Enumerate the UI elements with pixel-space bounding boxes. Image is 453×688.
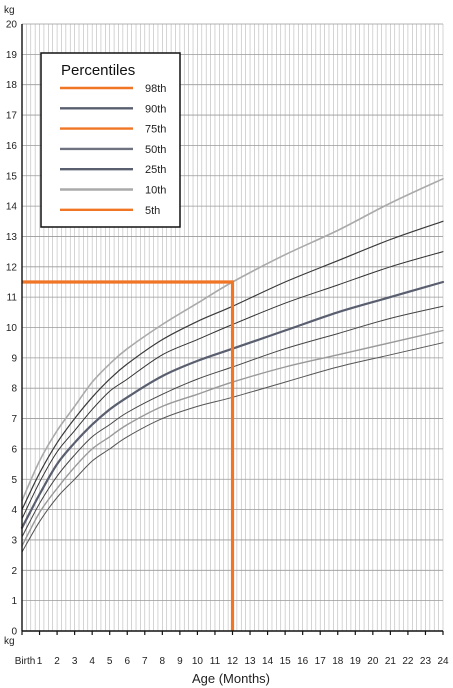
y-tick-label: 10 [6,323,18,334]
y-unit-bottom: kg [4,636,15,647]
x-tick-label: 15 [280,656,292,667]
legend-label: 50th [145,144,166,156]
y-tick-label: 5 [11,475,17,486]
x-tick-label: 19 [350,656,362,667]
x-tick-label: 22 [402,656,414,667]
legend-label: 98th [145,83,166,95]
x-tick-label: 5 [107,656,113,667]
x-tick-label: 7 [142,656,148,667]
percentile-curve-90th [21,220,444,511]
y-tick-label: 7 [11,414,17,425]
x-tick-label: 20 [367,656,379,667]
percentile-curve-75th [21,251,444,520]
x-tick-label: 18 [332,656,344,667]
y-tick-label: 12 [6,262,18,273]
percentile-curve-25th [21,305,444,538]
x-tick-label: 23 [420,656,432,667]
legend-box [40,52,181,228]
x-tick-label: 13 [244,656,256,667]
y-tick-label: 18 [6,80,18,91]
y-tick-label: 15 [6,171,18,182]
x-tick-label: Birth [15,656,36,667]
x-tick-label: 4 [89,656,95,667]
y-tick-label: 17 [6,111,18,122]
x-tick-labels: Birth 1 2 3 4 5 6 7 8 9 10 11 12 13 14 15 16 17 18 19 20 21 22… [15,656,449,667]
x-tick-label: 8 [160,656,166,667]
x-tick-label: 16 [297,656,309,667]
percentile-curve-5th [21,342,444,553]
legend-label: 75th [145,124,166,136]
y-tick-label: 6 [11,444,17,455]
x-tick-label: 21 [385,656,397,667]
legend-label: 25th [145,164,166,176]
y-tick-label: 2 [11,566,17,577]
y-tick-label: 20 [6,20,18,31]
legend-label: 90th [145,103,166,115]
x-tick-label: 10 [192,656,204,667]
x-tick-label: 9 [177,656,183,667]
y-tick-label: 3 [11,535,17,546]
axes [21,24,444,635]
y-tick-label: 13 [6,232,18,243]
x-tick-label: 11 [210,656,221,667]
x-tick-label: 2 [54,656,60,667]
x-tick-label: 12 [227,656,239,667]
x-tick-label: 17 [315,656,327,667]
percentile-curve-50th [20,280,445,529]
percentile-curve-10th [21,329,444,547]
y-tick-label: 0 [11,627,17,638]
legend-label: 10th [145,185,166,197]
y-tick-label: 16 [6,141,18,152]
measurement-marker [22,280,235,631]
legend: Percentiles 98th 90th 75th 50th 25th 10th 5th [40,52,181,228]
x-tick-label: 24 [437,656,449,667]
percentile-curves [20,178,445,553]
y-tick-label: 19 [6,50,18,61]
x-tick-label: 3 [72,656,78,667]
x-tick-label: 14 [262,656,274,667]
y-tick-label: 4 [11,505,17,516]
y-tick-label: 11 [7,293,18,304]
percentile-curve-98th [21,178,444,502]
x-tick-label: 1 [37,656,43,667]
legend-label: 5th [145,205,160,217]
y-tick-label: 1 [11,596,17,607]
y-tick-label: 8 [11,384,17,395]
legend-title: Percentiles [61,62,135,79]
y-tick-label: 14 [6,202,18,213]
y-tick-label: 9 [11,353,17,364]
y-unit-top: kg [4,5,15,16]
x-axis-label: Age (Months) [192,671,270,686]
x-tick-label: 6 [124,656,130,667]
